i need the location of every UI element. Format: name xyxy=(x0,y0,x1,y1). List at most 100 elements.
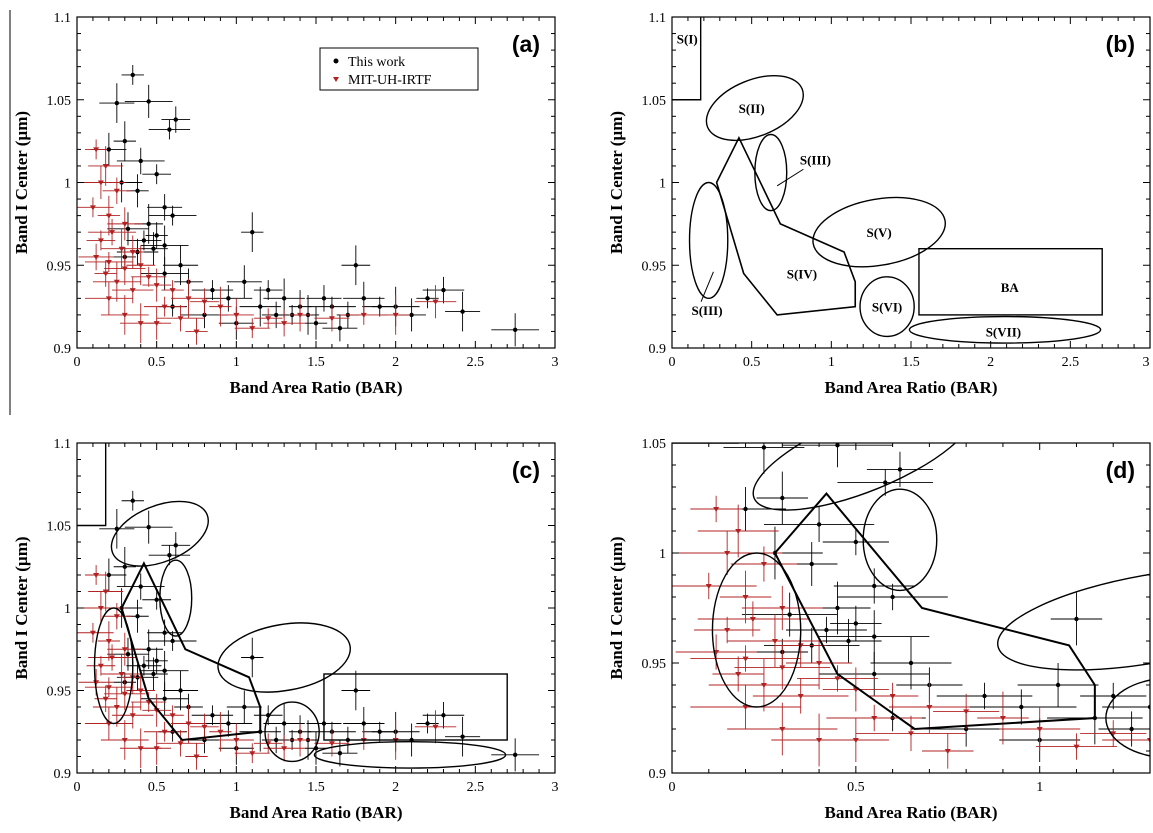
point-marker xyxy=(118,672,125,677)
point-marker xyxy=(1036,727,1043,732)
x-tick-label: 1 xyxy=(828,355,835,370)
data-point xyxy=(241,637,264,678)
legend-label: This work xyxy=(348,55,405,70)
point-marker xyxy=(353,263,359,268)
y-tick-label: 0.9 xyxy=(649,342,667,357)
point-marker xyxy=(102,696,109,702)
data-point xyxy=(253,705,283,726)
data-point xyxy=(416,713,439,734)
data-point xyxy=(730,546,798,582)
point-marker xyxy=(816,661,823,666)
y-tick-label: 0.9 xyxy=(649,767,667,782)
data-point xyxy=(77,197,114,218)
point-marker xyxy=(97,663,104,669)
point-marker xyxy=(162,696,167,701)
data-point xyxy=(99,509,135,549)
point-marker xyxy=(217,304,224,310)
data-point xyxy=(191,280,234,301)
point-marker xyxy=(97,238,104,244)
data-point xyxy=(226,265,262,299)
point-marker xyxy=(432,299,439,305)
data-point xyxy=(1050,592,1103,646)
point-marker xyxy=(816,522,822,527)
point-marker xyxy=(169,713,176,719)
data-point xyxy=(104,252,146,286)
data-point xyxy=(234,743,270,764)
point-marker xyxy=(146,99,151,104)
data-point xyxy=(142,306,172,340)
point-marker xyxy=(512,327,518,332)
point-marker xyxy=(258,304,263,309)
point-marker xyxy=(797,694,804,699)
point-marker xyxy=(328,316,335,322)
point-marker xyxy=(897,467,903,472)
point-marker xyxy=(109,655,116,661)
data-point xyxy=(288,723,312,757)
y-tick-label: 1.05 xyxy=(642,94,667,109)
point-marker xyxy=(173,117,178,122)
point-marker xyxy=(1055,682,1061,688)
point-marker xyxy=(162,630,167,635)
point-marker xyxy=(281,721,287,726)
x-tick-label: 2 xyxy=(987,355,994,370)
data-point xyxy=(99,83,135,123)
data-point xyxy=(1120,728,1150,730)
point-marker xyxy=(432,724,439,730)
point-marker xyxy=(250,655,255,660)
y-tick-label: 0.95 xyxy=(642,259,667,274)
data-point xyxy=(1017,663,1099,707)
data-point xyxy=(148,205,197,226)
point-marker xyxy=(125,652,131,657)
data-point xyxy=(822,718,889,762)
point-marker xyxy=(129,713,136,719)
point-marker xyxy=(982,693,987,699)
data-point xyxy=(719,570,772,624)
region-s-iii xyxy=(688,181,729,300)
point-marker xyxy=(780,495,785,501)
point-marker xyxy=(161,304,168,310)
y-tick-label: 1 xyxy=(64,177,71,192)
region-s-iv xyxy=(715,135,857,316)
data-point xyxy=(491,738,540,772)
point-marker xyxy=(872,634,877,639)
point-marker xyxy=(392,312,399,318)
data-point xyxy=(837,469,934,496)
point-marker xyxy=(137,321,144,327)
data-point xyxy=(690,685,801,729)
point-marker xyxy=(835,443,840,448)
data-point xyxy=(339,304,388,325)
point-marker xyxy=(162,243,167,248)
y-axis-label: Band I Center (µm) xyxy=(12,111,31,254)
point-marker xyxy=(797,643,804,649)
data-point xyxy=(241,212,264,253)
point-marker xyxy=(409,312,414,318)
point-marker xyxy=(297,312,304,318)
data-point xyxy=(88,571,124,612)
region-layer xyxy=(77,443,508,769)
point-marker xyxy=(113,188,120,194)
data-point xyxy=(1036,733,1117,760)
point-marker xyxy=(944,749,951,754)
data-point xyxy=(204,285,253,312)
point-marker xyxy=(824,627,829,633)
point-marker xyxy=(1147,738,1150,743)
point-marker xyxy=(889,694,896,699)
point-marker xyxy=(153,283,160,289)
point-marker xyxy=(337,325,343,331)
point-marker xyxy=(153,321,160,327)
data-point xyxy=(191,705,234,726)
point-marker xyxy=(1019,704,1024,710)
point-marker xyxy=(360,312,367,318)
point-marker xyxy=(121,266,128,272)
legend-marker-mit-uh-irtf xyxy=(333,77,339,82)
panel-label: (a) xyxy=(512,31,540,57)
point-marker xyxy=(281,321,288,327)
region-s-v xyxy=(997,567,1150,671)
data-point xyxy=(113,121,136,161)
data-point xyxy=(121,490,144,511)
region-label: S(VII) xyxy=(986,324,1021,339)
point-marker xyxy=(761,445,767,450)
point-marker xyxy=(162,205,167,210)
x-tick-label: 2 xyxy=(392,355,399,370)
data-point xyxy=(88,146,124,186)
